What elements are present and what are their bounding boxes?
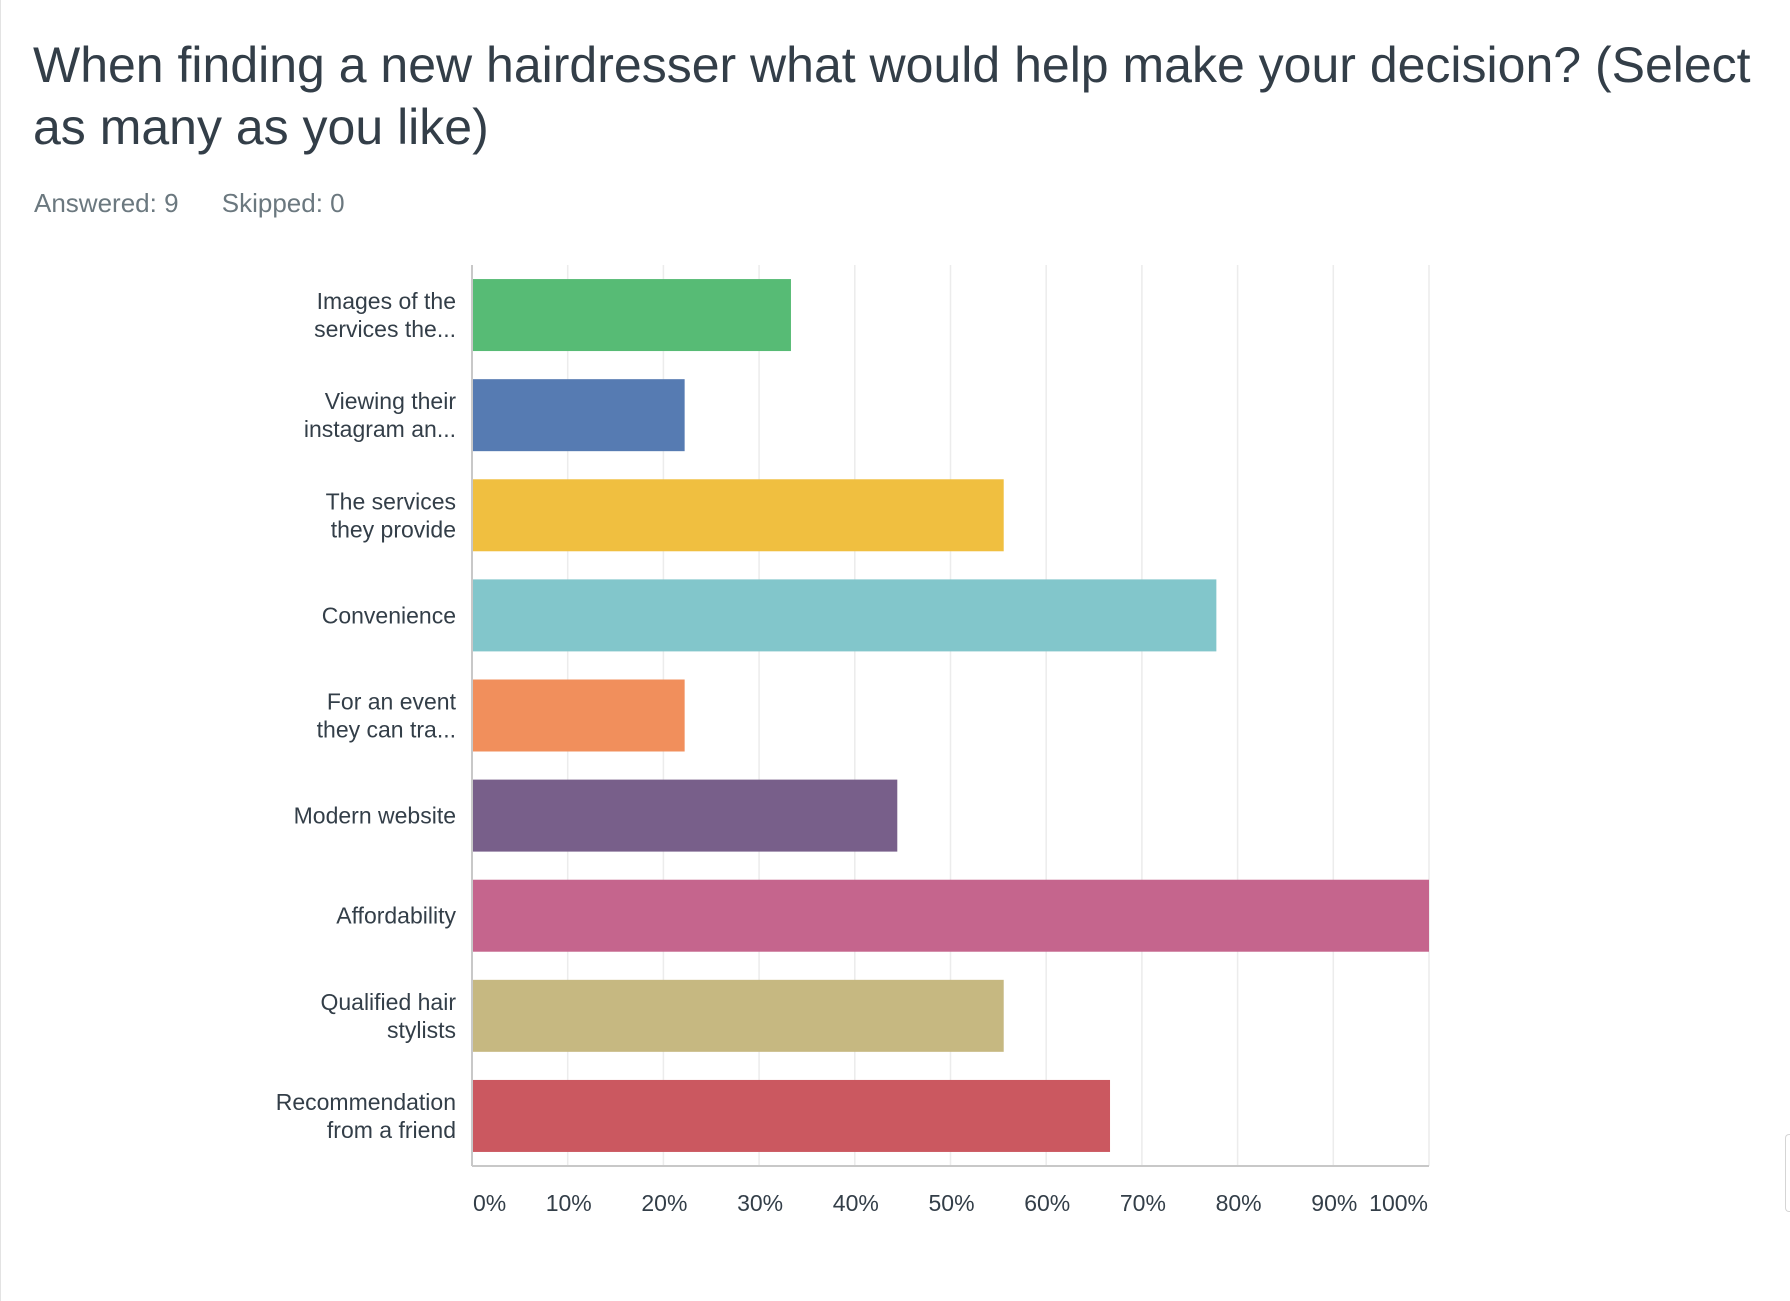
category-label-line: For an event	[327, 689, 457, 715]
response-summary: Answered: 9 Skipped: 0	[34, 188, 381, 219]
bar[interactable]	[472, 579, 1217, 652]
x-tick-label: 20%	[641, 1190, 687, 1216]
x-tick-label: 10%	[546, 1190, 592, 1216]
category-label: Affordability	[336, 903, 456, 929]
bar[interactable]	[472, 479, 1004, 552]
chart-bars	[472, 279, 1429, 1152]
x-tick-label: 60%	[1024, 1190, 1070, 1216]
category-label-line: from a friend	[327, 1117, 456, 1143]
bar[interactable]	[472, 879, 1429, 952]
x-tick-label: 50%	[929, 1190, 975, 1216]
answered-count: Answered: 9	[34, 188, 179, 218]
x-tick-label: 0%	[473, 1190, 506, 1216]
category-label-line: Convenience	[322, 602, 456, 628]
x-tick-label: 80%	[1216, 1190, 1262, 1216]
category-label-line: they can tra...	[317, 717, 456, 743]
category-label-line: Qualified hair	[320, 989, 456, 1015]
category-label: The services they provide	[326, 488, 456, 542]
bar[interactable]	[472, 979, 1004, 1052]
category-label-line: Images of the	[317, 288, 456, 314]
bar[interactable]	[472, 1079, 1111, 1152]
chart-axes	[471, 265, 1429, 1167]
bar[interactable]	[472, 279, 791, 352]
x-tick-label: 90%	[1311, 1190, 1357, 1216]
bar[interactable]	[472, 679, 685, 752]
x-tick-label: 100%	[1369, 1190, 1428, 1216]
category-label-line: instagram an...	[304, 416, 456, 442]
category-label: Qualified hair stylists	[320, 989, 456, 1043]
category-label: Images of the services the...	[314, 288, 456, 342]
category-label: Recommendation from a friend	[276, 1089, 456, 1143]
x-axis-ticks: 0% 10% 20% 30% 40% 50% 60% 70% 80% 90% 100%	[473, 1190, 1428, 1216]
x-tick-label: 70%	[1120, 1190, 1166, 1216]
question-title: When finding a new hairdresser what woul…	[33, 37, 1751, 155]
category-label-line: Viewing their	[325, 388, 457, 414]
category-label-line: Recommendation	[276, 1089, 456, 1115]
x-tick-label: 40%	[833, 1190, 879, 1216]
category-label: Convenience	[322, 602, 456, 628]
category-label-line: The services	[326, 488, 456, 514]
category-label-line: they provide	[331, 516, 456, 542]
skipped-count: Skipped: 0	[221, 188, 345, 218]
category-label-line: services the...	[314, 316, 456, 342]
category-label-line: Modern website	[294, 803, 456, 829]
category-label: Viewing their instagram an...	[304, 388, 456, 442]
side-scroll-tab[interactable]	[1785, 1134, 1790, 1212]
category-label-line: Affordability	[336, 903, 456, 929]
category-label-line: stylists	[387, 1017, 456, 1043]
category-labels: Images of the services the... Viewing thei…	[276, 288, 457, 1143]
category-label: Modern website	[294, 803, 456, 829]
category-label: For an event they can tra...	[317, 689, 457, 743]
bar[interactable]	[472, 779, 898, 852]
bar[interactable]	[472, 379, 685, 452]
x-tick-label: 30%	[737, 1190, 783, 1216]
